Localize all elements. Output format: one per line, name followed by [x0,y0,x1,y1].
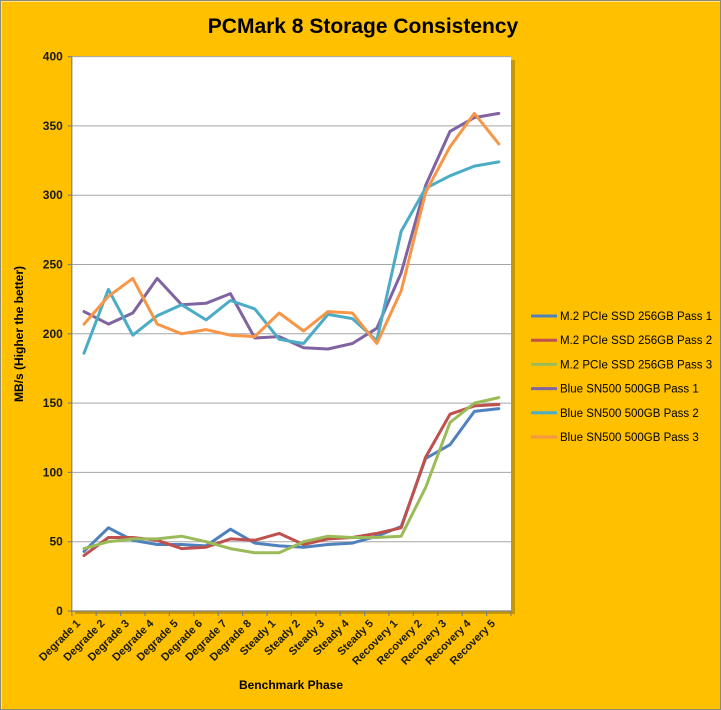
y-tick-label: 350 [43,119,63,133]
y-tick-label: 400 [43,50,63,64]
series-lines [82,111,501,558]
gridlines [71,56,511,612]
legend-label: M.2 PCIe SSD 256GB Pass 2 [560,335,712,347]
legend-label: M.2 PCIe SSD 256GB Pass 3 [560,359,712,371]
x-axis-title: Benchmark Phase [239,678,343,692]
y-tick-label: 0 [56,604,63,618]
chart-title: PCMark 8 Storage Consistency [208,15,519,38]
legend: M.2 PCIe SSD 256GB Pass 1 M.2 PCIe SSD 25… [531,311,712,444]
y-axis-title: MB/s (Higher the better) [12,266,26,402]
y-tick-label: 150 [43,396,63,410]
legend-item-4: Blue SN500 500GB Pass 1 [531,384,699,396]
y-tick-label: 50 [49,535,63,549]
y-tick-label: 300 [43,188,63,202]
legend-item-2: M.2 PCIe SSD 256GB Pass 2 [531,335,712,347]
legend-label: Blue SN500 500GB Pass 3 [560,432,699,444]
series-line-6 [82,111,501,345]
legend-item-1: M.2 PCIe SSD 256GB Pass 1 [531,311,712,323]
y-tick-label: 100 [43,465,63,479]
series-line-3 [82,396,501,555]
legend-item-6: Blue SN500 500GB Pass 3 [531,432,699,444]
y-tick-label: 200 [43,327,63,341]
axes [67,55,512,616]
legend-item-3: M.2 PCIe SSD 256GB Pass 3 [531,359,712,371]
legend-item-5: Blue SN500 500GB Pass 2 [531,408,699,420]
legend-label: Blue SN500 500GB Pass 1 [560,384,699,396]
y-tick-label: 250 [43,258,63,272]
legend-label: Blue SN500 500GB Pass 2 [560,408,699,420]
legend-label: M.2 PCIe SSD 256GB Pass 1 [560,311,712,323]
